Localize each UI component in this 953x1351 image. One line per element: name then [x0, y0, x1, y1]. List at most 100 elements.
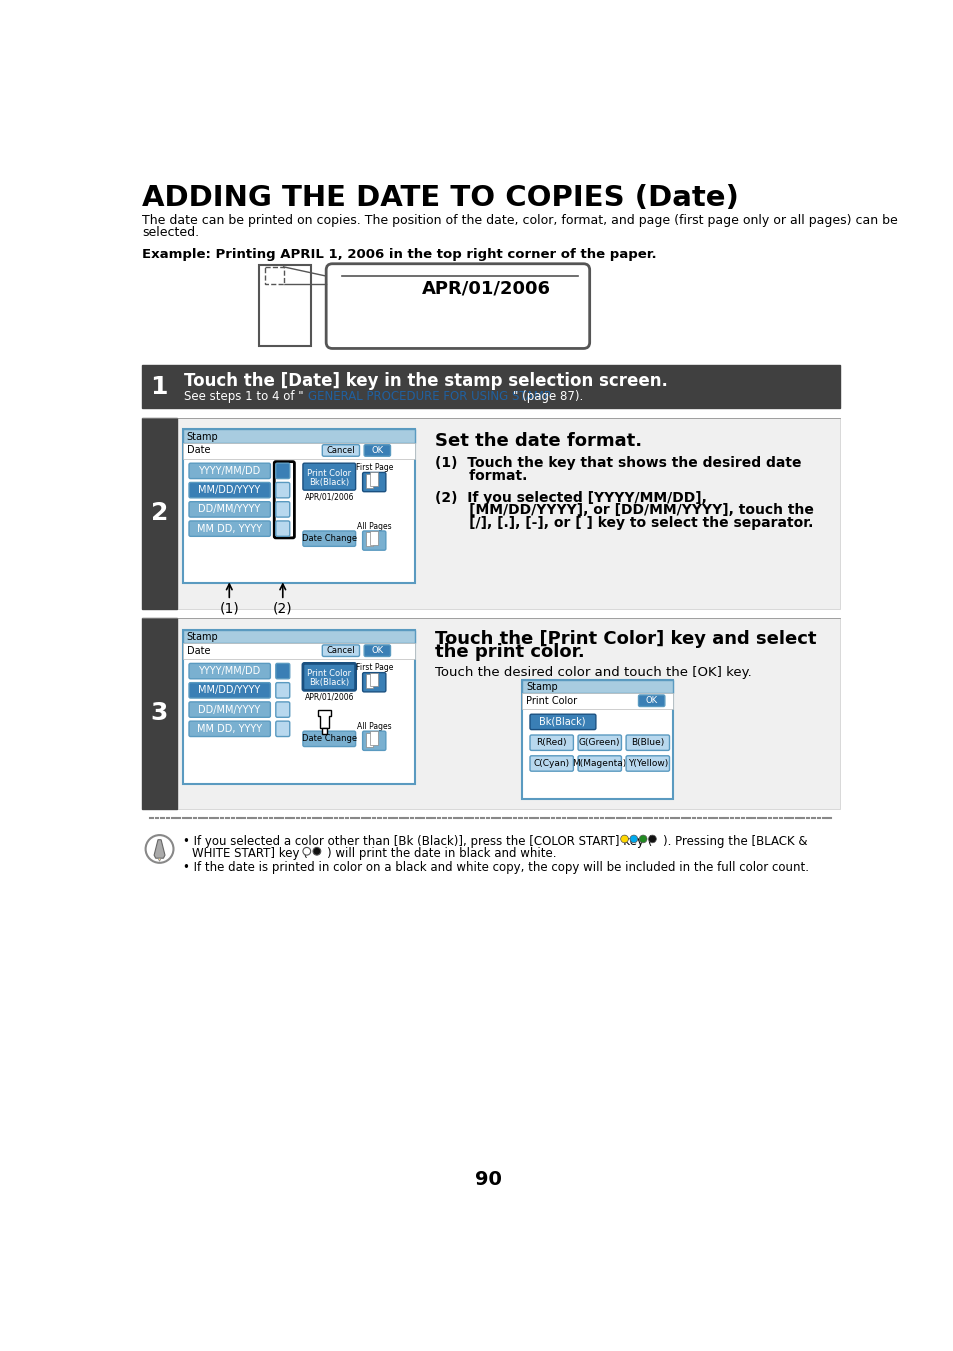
FancyBboxPatch shape	[303, 731, 355, 747]
Text: Touch the desired color and touch the [OK] key.: Touch the desired color and touch the [O…	[435, 666, 751, 678]
Text: (1)  Touch the key that shows the desired date: (1) Touch the key that shows the desired…	[435, 457, 801, 470]
FancyBboxPatch shape	[625, 755, 669, 771]
FancyBboxPatch shape	[189, 682, 270, 698]
Polygon shape	[154, 840, 165, 858]
Text: GENERAL PROCEDURE FOR USING STAMP: GENERAL PROCEDURE FOR USING STAMP	[307, 390, 550, 403]
Text: 1: 1	[150, 374, 168, 399]
Text: OK: OK	[371, 646, 383, 655]
Circle shape	[146, 835, 173, 863]
Text: C(Cyan): C(Cyan)	[533, 759, 569, 767]
FancyBboxPatch shape	[362, 731, 385, 750]
Bar	[521, 693, 673, 709]
Text: Print Color: Print Color	[307, 469, 351, 478]
Text: YYYY/MM/DD: YYYY/MM/DD	[198, 666, 260, 676]
Circle shape	[648, 835, 656, 843]
FancyBboxPatch shape	[189, 463, 270, 478]
Text: All Pages: All Pages	[356, 721, 391, 731]
Polygon shape	[318, 709, 331, 728]
Text: See steps 1 to 4 of ": See steps 1 to 4 of "	[183, 390, 303, 403]
Polygon shape	[322, 728, 327, 734]
Text: 2: 2	[151, 501, 168, 526]
Bar	[258, 265, 311, 346]
Text: 3: 3	[151, 701, 168, 725]
Text: .: .	[281, 485, 284, 494]
Bar	[183, 630, 415, 643]
Text: APR/01/2006: APR/01/2006	[421, 280, 550, 299]
Bar	[370, 473, 377, 486]
FancyBboxPatch shape	[275, 682, 290, 698]
Text: MM/DD/YYYY: MM/DD/YYYY	[198, 485, 260, 494]
Text: G(Green): G(Green)	[578, 738, 619, 747]
Bar	[183, 643, 415, 659]
Text: Touch the [Print Color] key and select: Touch the [Print Color] key and select	[435, 630, 816, 647]
FancyBboxPatch shape	[274, 462, 294, 538]
FancyBboxPatch shape	[578, 755, 620, 771]
Text: Stamp: Stamp	[525, 682, 558, 692]
Text: Date: Date	[187, 646, 210, 655]
FancyBboxPatch shape	[326, 263, 589, 349]
Text: First Page: First Page	[355, 663, 393, 673]
Text: selected.: selected.	[142, 226, 199, 239]
Text: MM DD, YYYY: MM DD, YYYY	[196, 724, 261, 734]
FancyBboxPatch shape	[189, 501, 270, 517]
FancyBboxPatch shape	[364, 444, 390, 457]
Bar	[142, 417, 176, 609]
Bar	[365, 532, 373, 546]
FancyBboxPatch shape	[303, 531, 355, 546]
Text: • If you selected a color other than [Bk (Black)], press the [COLOR START] key (: • If you selected a color other than [Bk…	[183, 835, 652, 848]
FancyBboxPatch shape	[322, 444, 359, 457]
Text: DD/MM/YYYY: DD/MM/YYYY	[198, 705, 260, 715]
Text: Touch the [Date] key in the stamp selection screen.: Touch the [Date] key in the stamp select…	[183, 372, 667, 389]
Text: (2)  If you selected [YYYY/MM/DD],: (2) If you selected [YYYY/MM/DD],	[435, 490, 706, 505]
FancyBboxPatch shape	[275, 663, 290, 678]
FancyBboxPatch shape	[638, 694, 664, 707]
Text: Cancel: Cancel	[326, 446, 355, 454]
Text: OK: OK	[645, 696, 657, 705]
Polygon shape	[158, 858, 161, 862]
Text: ). Pressing the [BLACK &: ). Pressing the [BLACK &	[662, 835, 807, 848]
FancyBboxPatch shape	[530, 715, 596, 730]
Text: Example: Printing APRIL 1, 2006 in the top right corner of the paper.: Example: Printing APRIL 1, 2006 in the t…	[142, 249, 657, 261]
Text: Set the date format.: Set the date format.	[435, 431, 642, 450]
Circle shape	[313, 847, 320, 855]
FancyBboxPatch shape	[530, 755, 573, 771]
Text: /: /	[280, 666, 284, 676]
Text: Stamp: Stamp	[187, 632, 218, 642]
Circle shape	[620, 835, 628, 843]
Bar	[365, 474, 373, 488]
FancyBboxPatch shape	[362, 673, 385, 692]
Text: APR/01/2006: APR/01/2006	[304, 493, 354, 501]
Bar	[142, 365, 840, 408]
Text: .: .	[281, 685, 284, 696]
Bar	[370, 731, 377, 744]
Text: Bk(Black): Bk(Black)	[309, 678, 349, 688]
Text: (2): (2)	[273, 601, 293, 616]
Text: MM/DD/YYYY: MM/DD/YYYY	[198, 685, 260, 696]
Circle shape	[629, 835, 637, 843]
Text: M(Magenta): M(Magenta)	[572, 759, 626, 767]
Text: APR/01/2006: APR/01/2006	[304, 693, 354, 701]
FancyBboxPatch shape	[578, 735, 620, 750]
FancyBboxPatch shape	[189, 703, 270, 717]
Text: (1): (1)	[219, 601, 239, 616]
Bar	[142, 617, 840, 809]
FancyBboxPatch shape	[364, 644, 390, 657]
FancyBboxPatch shape	[322, 644, 359, 657]
Text: Bk(Black): Bk(Black)	[309, 478, 349, 486]
FancyBboxPatch shape	[189, 482, 270, 497]
Text: DD/MM/YYYY: DD/MM/YYYY	[198, 504, 260, 515]
FancyBboxPatch shape	[275, 521, 290, 536]
Text: Date Change: Date Change	[301, 534, 356, 543]
Text: MM DD, YYYY: MM DD, YYYY	[196, 524, 261, 534]
Bar	[142, 417, 840, 609]
Text: " (page 87).: " (page 87).	[513, 390, 582, 403]
Circle shape	[303, 847, 311, 855]
FancyBboxPatch shape	[275, 482, 290, 497]
FancyBboxPatch shape	[275, 463, 290, 478]
Text: WHITE START] key (: WHITE START] key (	[192, 847, 308, 861]
Text: YYYY/MM/DD: YYYY/MM/DD	[198, 466, 260, 476]
Text: -: -	[280, 705, 285, 715]
Text: [/], [.], [-], or [ ] key to select the separator.: [/], [.], [-], or [ ] key to select the …	[435, 516, 813, 530]
Text: the print color.: the print color.	[435, 643, 584, 662]
Circle shape	[639, 835, 646, 843]
